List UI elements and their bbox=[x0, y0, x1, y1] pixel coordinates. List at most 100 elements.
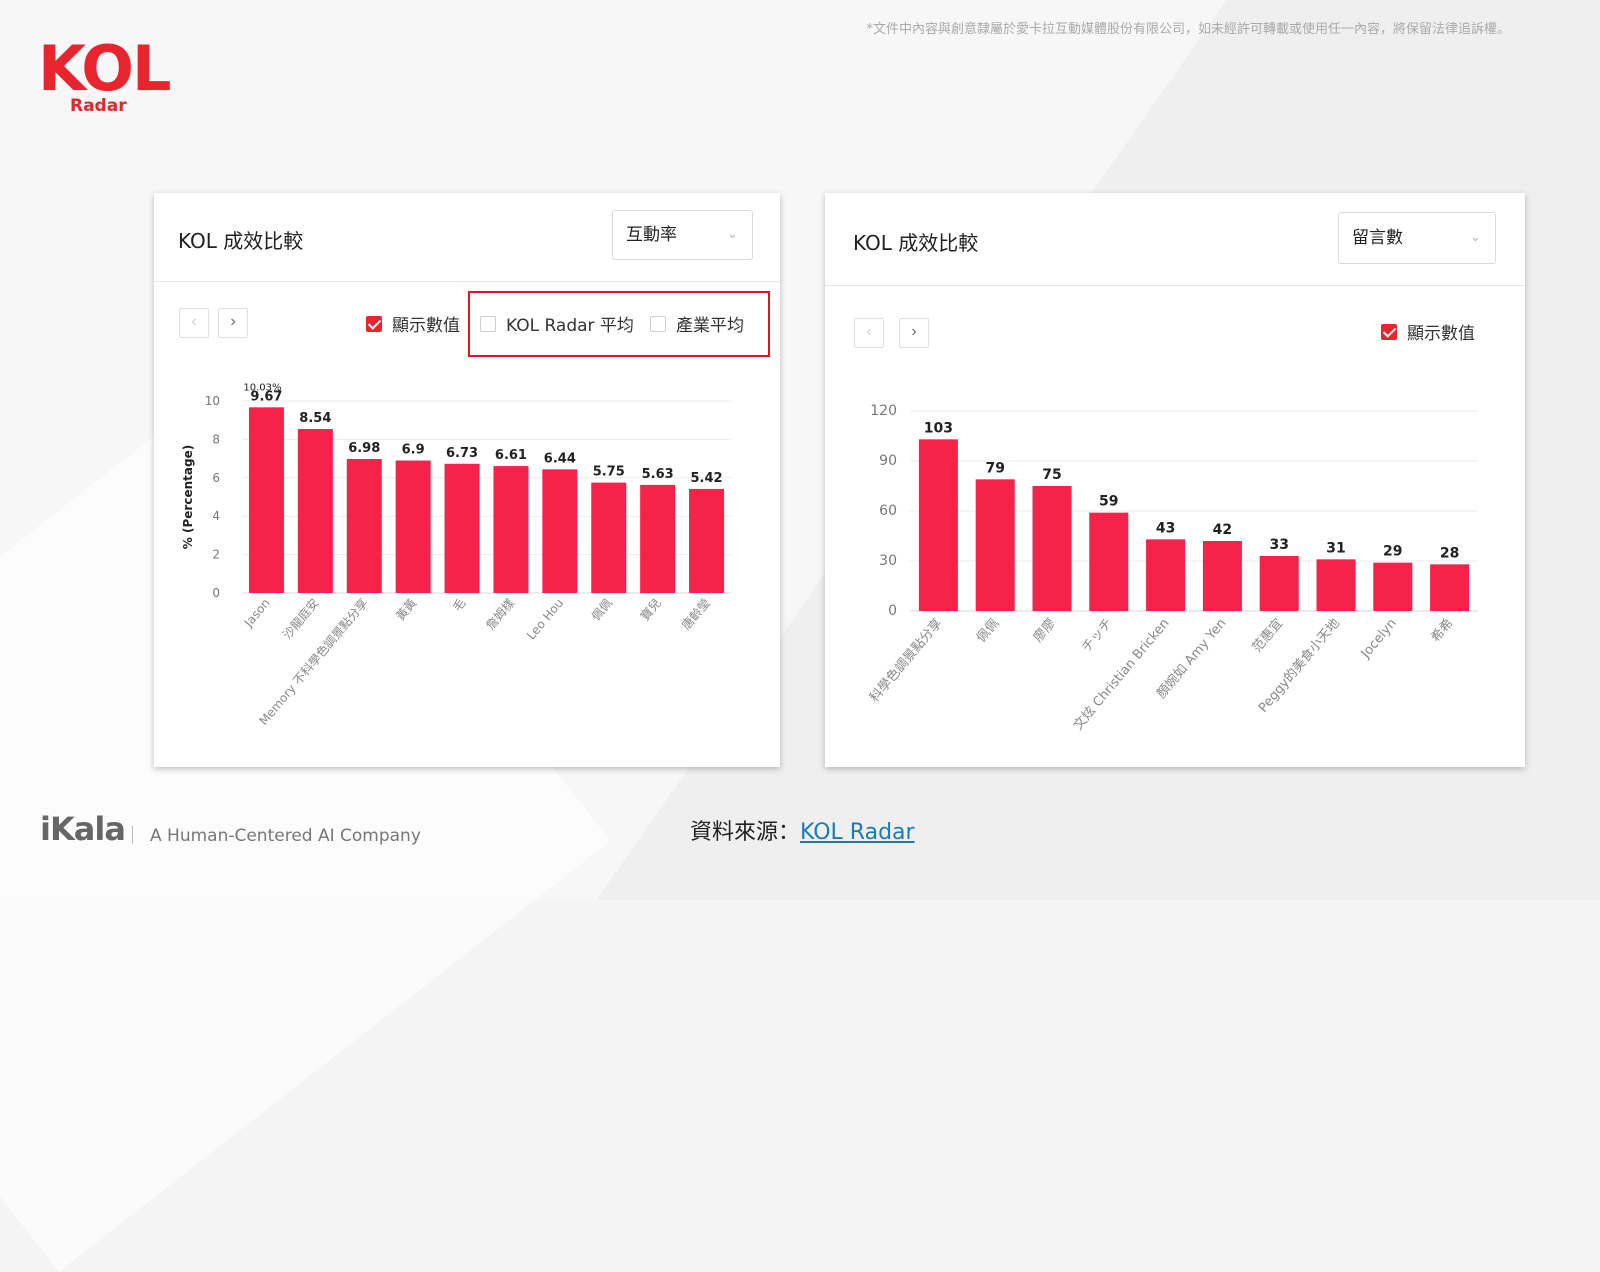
chevron-right-icon: › bbox=[911, 323, 917, 340]
panel-title: KOL 成效比較 bbox=[853, 231, 979, 255]
x-category-label: 沙龍庭安 bbox=[279, 595, 321, 641]
bar-value-label: 31 bbox=[1326, 540, 1345, 556]
chevron-right-icon: › bbox=[230, 313, 236, 330]
prev-page-button[interactable]: ‹ bbox=[854, 318, 884, 348]
chevron-left-icon: ‹ bbox=[866, 323, 872, 340]
y-tick-label: 8 bbox=[212, 432, 220, 446]
prev-page-button[interactable]: ‹ bbox=[179, 308, 209, 338]
kol-comparison-panel-engagement: KOL 成效比較 互動率 ⌄ ‹ › 顯示數值 KOL Radar 平均 產業平… bbox=[154, 193, 780, 767]
bar bbox=[1316, 559, 1356, 611]
bar bbox=[444, 463, 480, 593]
x-category-label: 詹姆樣 bbox=[483, 595, 518, 632]
x-category-label: 寶兒 bbox=[637, 595, 664, 623]
bar-value-label: 6.44 bbox=[544, 451, 576, 466]
x-category-label: 文炫 Christian Bricken bbox=[1070, 615, 1173, 733]
metric-dropdown-value: 互動率 bbox=[626, 225, 677, 245]
bar bbox=[689, 488, 725, 593]
bar-value-label: 5.42 bbox=[691, 471, 723, 486]
footer-divider bbox=[132, 826, 133, 844]
x-category-label: 毛 bbox=[450, 596, 468, 614]
logo-text: KOL bbox=[38, 32, 171, 105]
x-category-label: Memory 不科學色調景點分享 bbox=[256, 595, 371, 728]
metric-dropdown[interactable]: 互動率 ⌄ bbox=[612, 210, 753, 260]
engagement-bar-chart: 0 2 4 6 8 10 % (Percentage) 9.67 Jason 8.54 沙龍庭安 6.… bbox=[181, 382, 731, 728]
bar-value-label: 59 bbox=[1099, 494, 1118, 510]
next-page-button[interactable]: › bbox=[218, 308, 248, 338]
y-tick-label: 60 bbox=[879, 503, 897, 519]
x-category-label: 范惠宜 bbox=[1250, 616, 1287, 656]
bar-value-label: 6.61 bbox=[495, 448, 527, 463]
x-category-label: 佩佩 bbox=[589, 596, 615, 623]
kol-radar-logo: KOL Radar bbox=[38, 32, 171, 118]
panel-title: KOL 成效比較 bbox=[178, 229, 304, 253]
bar bbox=[395, 460, 431, 593]
kol-comparison-panel-comments: KOL 成效比較 留言數 ⌄ ‹ › 顯示數值 0 30 60 90 120 103 科學色… bbox=[825, 193, 1525, 767]
bar bbox=[918, 439, 958, 611]
bar bbox=[1259, 556, 1299, 611]
bar-value-label: 6.98 bbox=[348, 441, 380, 456]
checkbox-label: KOL Radar 平均 bbox=[506, 316, 634, 336]
bar bbox=[248, 407, 284, 593]
x-category-label: Leo Hou bbox=[524, 596, 566, 643]
bar bbox=[1146, 539, 1186, 611]
ikala-logo: iKala bbox=[40, 810, 126, 848]
checkbox-checked-icon bbox=[1381, 323, 1397, 340]
bar bbox=[542, 469, 578, 593]
show-values-checkbox[interactable]: 顯示數值 bbox=[1381, 319, 1475, 344]
bar bbox=[1202, 541, 1242, 611]
bar bbox=[1373, 562, 1413, 611]
y-tick-label: 90 bbox=[879, 453, 897, 469]
bar bbox=[493, 466, 529, 593]
copyright-disclaimer: *文件中內容與創意隸屬於愛卡拉互動媒體股份有限公司，如未經許可轉載或使用任一內容… bbox=[866, 22, 1510, 37]
source-link[interactable]: KOL Radar bbox=[800, 820, 915, 845]
checkbox-unchecked-icon bbox=[480, 315, 496, 332]
y-tick-label: 4 bbox=[212, 509, 220, 523]
panel-header bbox=[154, 193, 780, 282]
bar-annotation: 10.03% bbox=[243, 382, 281, 393]
comments-bar-chart: 0 30 60 90 120 103 科學色調景點分享 79 佩佩 75 廖廖 59 チッチ 43 文炫 C… bbox=[866, 403, 1478, 733]
industry-average-checkbox[interactable]: 產業平均 bbox=[650, 311, 744, 336]
y-tick-label: 2 bbox=[212, 548, 220, 562]
x-category-label: Jocelyn bbox=[1358, 616, 1400, 662]
y-tick-label: 30 bbox=[879, 553, 897, 569]
show-values-checkbox[interactable]: 顯示數值 bbox=[366, 311, 460, 336]
chevron-left-icon: ‹ bbox=[191, 313, 197, 330]
x-category-label: 希希 bbox=[1428, 616, 1456, 646]
bar bbox=[1430, 564, 1470, 611]
bar-value-label: 79 bbox=[985, 460, 1004, 476]
bar-value-label: 33 bbox=[1269, 537, 1288, 553]
checkbox-label: 產業平均 bbox=[676, 316, 744, 336]
y-tick-label: 0 bbox=[888, 603, 897, 619]
checkbox-unchecked-icon bbox=[650, 315, 666, 332]
metric-dropdown-value: 留言數 bbox=[1352, 228, 1403, 248]
bar bbox=[591, 482, 627, 593]
bar-value-label: 6.73 bbox=[446, 446, 478, 461]
checkbox-checked-icon bbox=[366, 315, 382, 332]
kol-radar-average-checkbox[interactable]: KOL Radar 平均 bbox=[480, 311, 634, 336]
bar-value-label: 9.67 bbox=[250, 389, 282, 404]
metric-dropdown[interactable]: 留言數 ⌄ bbox=[1338, 212, 1496, 264]
data-source: 資料來源：KOL Radar bbox=[690, 814, 915, 846]
source-prefix: 資料來源： bbox=[690, 820, 801, 845]
x-category-label: 廖廖 bbox=[1030, 615, 1059, 645]
footer-tagline: A Human-Centered AI Company bbox=[150, 826, 421, 846]
chevron-down-icon: ⌄ bbox=[727, 227, 738, 242]
bar bbox=[1089, 512, 1129, 611]
logo-subtext: Radar bbox=[70, 96, 127, 116]
bar bbox=[640, 484, 676, 593]
x-category-label: 黃黃 bbox=[393, 596, 419, 623]
bar-value-label: 43 bbox=[1156, 520, 1175, 536]
x-category-label: 佩佩 bbox=[974, 616, 1002, 646]
bar-value-label: 8.54 bbox=[299, 411, 331, 426]
bar-value-label: 42 bbox=[1213, 522, 1232, 538]
y-tick-label: 6 bbox=[212, 471, 220, 485]
checkbox-label: 顯示數值 bbox=[1407, 324, 1475, 344]
y-tick-label: 10 bbox=[205, 394, 220, 408]
chevron-down-icon: ⌄ bbox=[1470, 230, 1481, 245]
bar bbox=[297, 429, 333, 593]
highlight-frame bbox=[468, 291, 770, 357]
bar-value-label: 5.63 bbox=[642, 467, 674, 482]
next-page-button[interactable]: › bbox=[899, 318, 929, 348]
bar bbox=[1032, 486, 1072, 611]
panel-header bbox=[825, 193, 1525, 286]
